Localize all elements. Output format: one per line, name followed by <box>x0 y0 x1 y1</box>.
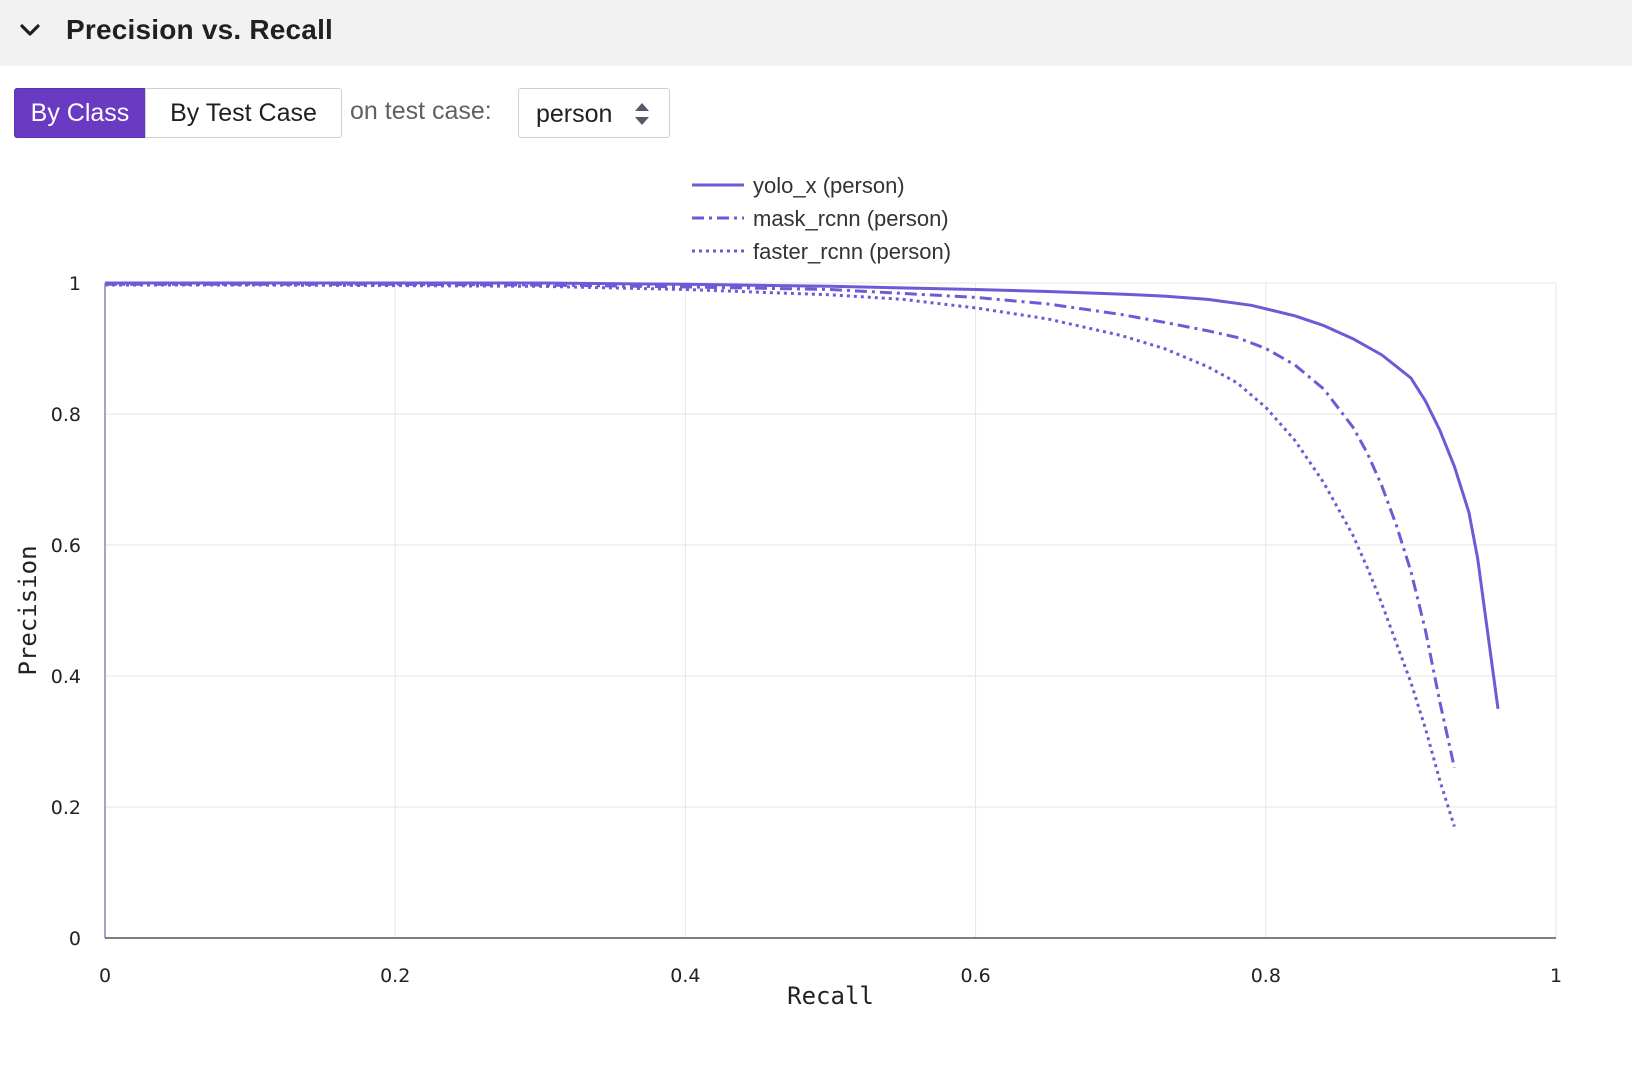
y-axis-title: Precision <box>14 545 42 675</box>
x-axis-title: Recall <box>787 982 874 1010</box>
legend-label: yolo_x (person) <box>753 173 905 198</box>
x-tick-label: 1 <box>1550 965 1562 987</box>
test-case-select[interactable]: person <box>518 88 670 138</box>
y-tick-label: 0 <box>69 928 81 950</box>
legend-label: faster_rcnn (person) <box>753 239 951 264</box>
y-tick-label: 1 <box>69 273 81 295</box>
y-tick-label: 0.8 <box>51 404 81 426</box>
precision-recall-chart: 0 0.2 0.4 0.6 0.8 1 0 0.2 0.4 0.6 0.8 1 Recall Precis… <box>14 173 1562 1010</box>
legend-label: mask_rcnn (person) <box>753 206 949 231</box>
grid <box>105 282 1557 938</box>
x-tick-label: 0.4 <box>670 965 700 987</box>
test-case-select-value: person <box>536 100 613 128</box>
x-tick-label: 0.6 <box>960 965 990 987</box>
sort-arrows-icon <box>635 103 649 125</box>
legend: yolo_x (person) mask_rcnn (person) faster_… <box>692 173 951 264</box>
x-tick-label: 0.8 <box>1251 965 1281 987</box>
chevron-down-icon[interactable] <box>18 18 42 42</box>
series-lines <box>105 281 1500 828</box>
series-line-faster-rcnn <box>105 283 1456 828</box>
by-class-button[interactable]: By Class <box>14 88 146 138</box>
x-tick-label: 0 <box>99 965 111 987</box>
axes: 0 0.2 0.4 0.6 0.8 1 0 0.2 0.4 0.6 0.8 1 Recall Precis… <box>14 273 1562 1010</box>
y-tick-label: 0.6 <box>51 535 81 557</box>
by-test-case-button[interactable]: By Test Case <box>145 88 342 138</box>
x-tick-label: 0.2 <box>380 965 410 987</box>
section-title: Precision vs. Recall <box>66 14 334 45</box>
y-tick-label: 0.4 <box>51 666 81 688</box>
series-line-mask-rcnn <box>105 282 1456 769</box>
series-line-yolo-x <box>105 281 1500 710</box>
y-tick-label: 0.2 <box>51 797 81 819</box>
section-header: Precision vs. Recall <box>0 0 1632 66</box>
test-case-label: on test case: <box>350 97 492 125</box>
